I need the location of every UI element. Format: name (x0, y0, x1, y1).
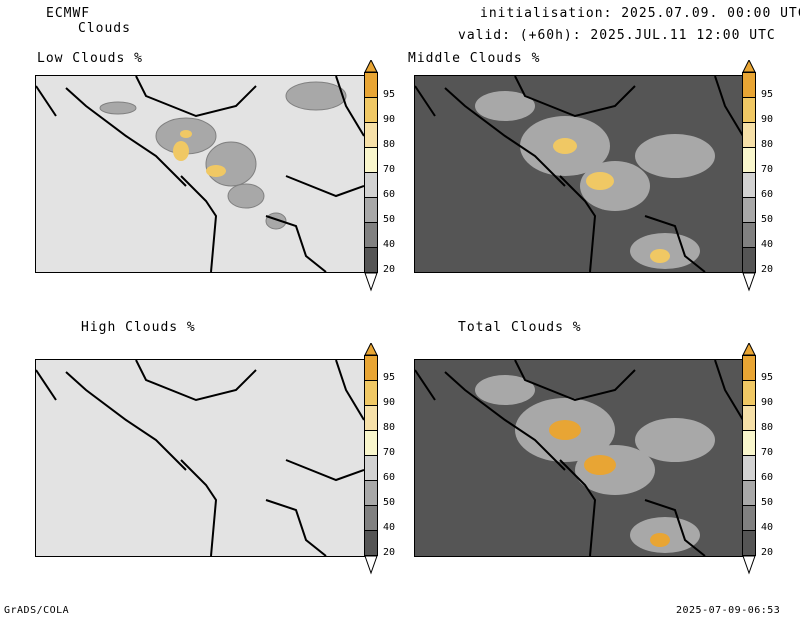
panel-title-middle: Middle Clouds % (408, 51, 541, 66)
product-name: Clouds (78, 21, 131, 36)
colorbar-label: 90 (761, 114, 774, 125)
colorbar-arrows (742, 60, 756, 292)
cloud-field-low (36, 76, 364, 272)
colorbar-label: 60 (761, 189, 774, 200)
footer-timestamp: 2025-07-09-06:53 (676, 605, 781, 616)
valid-time: valid: (+60h): 2025.JUL.11 12:00 UTC (458, 28, 776, 43)
colorbar-label: 80 (383, 139, 396, 150)
model-name: ECMWF (46, 6, 91, 21)
colorbar-arrows (364, 343, 378, 575)
panel-title-total: Total Clouds % (458, 320, 582, 335)
colorbar-label: 60 (761, 472, 774, 483)
colorbar-label: 70 (761, 447, 774, 458)
panel-title-low: Low Clouds % (37, 51, 143, 66)
map-high-clouds (35, 359, 365, 557)
colorbar-arrows (364, 60, 378, 292)
colorbar-label: 90 (761, 397, 774, 408)
colorbar-label: 40 (383, 522, 396, 533)
panel-title-high: High Clouds % (81, 320, 196, 335)
colorbar-arrows (742, 343, 756, 575)
colorbar-label: 95 (761, 372, 774, 383)
colorbar-middle: 95 90 80 70 60 50 40 20 (742, 60, 773, 292)
colorbar-label: 40 (383, 239, 396, 250)
colorbar-label: 50 (761, 214, 774, 225)
footer-software: GrADS/COLA (4, 605, 70, 616)
cloud-field-total (415, 360, 743, 556)
colorbar-label: 90 (383, 114, 396, 125)
colorbar-label: 95 (383, 372, 396, 383)
colorbar-total: 95 90 80 70 60 50 40 20 (742, 343, 773, 575)
colorbar-label: 20 (383, 264, 396, 275)
colorbar-label: 80 (383, 422, 396, 433)
colorbar-label: 95 (761, 89, 774, 100)
map-middle-clouds (414, 75, 744, 273)
colorbar-label: 90 (383, 397, 396, 408)
colorbar-label: 50 (383, 497, 396, 508)
colorbar-label: 40 (761, 522, 774, 533)
borders-high (36, 360, 364, 556)
colorbar-label: 70 (383, 164, 396, 175)
colorbar-label: 50 (383, 214, 396, 225)
colorbar-label: 60 (383, 189, 396, 200)
map-total-clouds (414, 359, 744, 557)
colorbar-label: 60 (383, 472, 396, 483)
colorbar-label: 20 (761, 264, 774, 275)
map-low-clouds (35, 75, 365, 273)
colorbar-label: 95 (383, 89, 396, 100)
colorbar-high: 95 90 80 70 60 50 40 20 (364, 343, 395, 575)
colorbar-label: 80 (761, 139, 774, 150)
colorbar-low: 95 90 80 70 60 50 40 20 (364, 60, 395, 292)
colorbar-label: 70 (383, 447, 396, 458)
colorbar-label: 20 (383, 547, 396, 558)
colorbar-label: 80 (761, 422, 774, 433)
colorbar-label: 20 (761, 547, 774, 558)
colorbar-label: 50 (761, 497, 774, 508)
colorbar-label: 40 (761, 239, 774, 250)
cloud-field-middle (415, 76, 743, 272)
init-time: initialisation: 2025.07.09. 00:00 UTC (480, 6, 800, 21)
colorbar-label: 70 (761, 164, 774, 175)
